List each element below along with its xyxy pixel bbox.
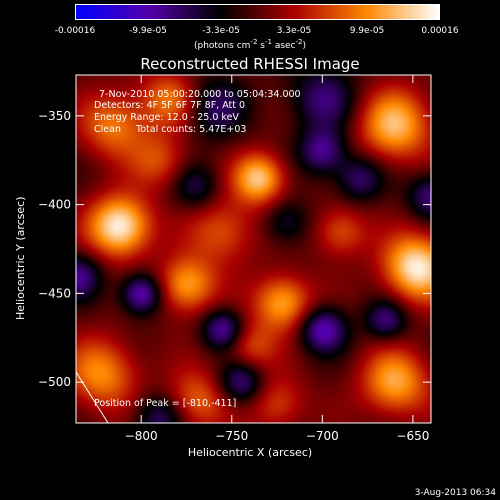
annotation-energy-range: Energy Range: 12.0 - 25.0 keV <box>94 112 239 123</box>
annotation-peak-position: Position of Peak = [-810,-411] <box>94 398 237 409</box>
y-axis-label: Heliocentric Y (arcsec) <box>14 196 27 320</box>
x-tick-label: −750 <box>215 429 248 443</box>
annotation-detectors: Detectors: 4F 5F 6F 7F 8F, Att 0 <box>94 100 246 111</box>
y-axis: −350 −400 −450 −500 <box>38 109 431 389</box>
y-tick-label: −350 <box>38 109 71 123</box>
colorbar-tick-label: -9.9e-05 <box>129 26 167 36</box>
colorbar-tick-label: 0.00016 <box>421 26 459 36</box>
x-axis: −800 −750 −700 −650 <box>125 75 429 443</box>
colorbar-tick-label: -0.00016 <box>54 26 96 36</box>
x-tick-label: −650 <box>396 429 429 443</box>
y-tick-label: −450 <box>38 286 71 300</box>
timestamp: 3-Aug-2013 06:34 <box>414 488 496 498</box>
x-tick-label: −700 <box>306 429 339 443</box>
y-tick-label: −500 <box>38 375 71 389</box>
y-tick-label: −400 <box>38 198 71 212</box>
colorbar-tick-label: 9.9e-05 <box>349 26 385 36</box>
chart-title: Reconstructed RHESSI Image <box>140 55 360 73</box>
limb-line <box>75 371 109 424</box>
plot-frame <box>75 74 432 424</box>
colorbar-tick-label: 3.3e-05 <box>276 26 312 36</box>
colorbar-tick-label: -3.3e-05 <box>202 26 240 36</box>
annotation-time-range: 7-Nov-2010 05:00:20.000 to 05:04:34.000 <box>99 89 301 100</box>
x-tick-label: −800 <box>125 429 158 443</box>
x-axis-label: Heliocentric X (arcsec) <box>187 446 313 459</box>
annotation-method: Clean Total counts: 5.47E+03 <box>94 124 247 135</box>
colorbar <box>75 4 440 20</box>
colorbar-units: (photons cm-2 s-1 asec-2) <box>193 38 307 51</box>
heatmap-image <box>76 75 431 423</box>
